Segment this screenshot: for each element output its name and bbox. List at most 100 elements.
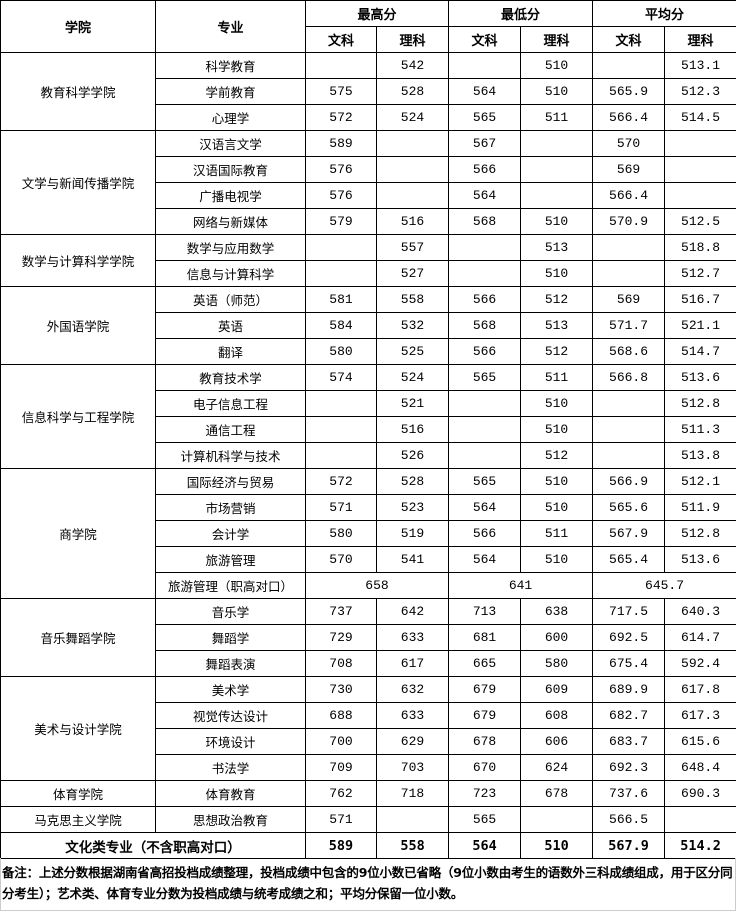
score-cell: 566.5	[592, 806, 666, 833]
score-cell: 523	[375, 494, 450, 521]
subheader-science: 理科	[375, 26, 450, 53]
score-cell: 580	[305, 338, 377, 365]
major-name: 教育技术学	[155, 364, 306, 391]
score-cell	[448, 390, 522, 417]
score-cell: 558	[375, 286, 450, 313]
score-cell: 692.5	[592, 624, 666, 651]
score-cell: 566.4	[592, 104, 666, 131]
score-cell: 614.7	[664, 624, 736, 651]
score-cell	[592, 52, 666, 79]
footnote: 备注：上述分数根据湖南省高招投档成绩整理，投档成绩中包含的9位小数已省略（9位小…	[2, 865, 733, 901]
total-score: 510	[520, 832, 594, 859]
score-cell: 557	[375, 234, 450, 261]
score-cell: 568.6	[592, 338, 666, 365]
score-cell: 679	[448, 676, 522, 703]
score-cell: 606	[520, 728, 594, 755]
score-cell: 729	[305, 624, 377, 651]
score-cell: 678	[448, 728, 522, 755]
major-name: 舞蹈表演	[155, 650, 306, 677]
table-row: 体育学院 体育教育 762 718 723 678 737.6 690.3	[0, 780, 736, 807]
score-cell: 512.7	[664, 260, 736, 287]
score-cell: 513.8	[664, 442, 736, 469]
score-cell: 527	[375, 260, 450, 287]
score-cell: 526	[375, 442, 450, 469]
score-cell	[375, 182, 450, 209]
score-cell: 641	[448, 572, 594, 599]
total-score: 514.2	[664, 832, 736, 859]
score-cell	[592, 442, 666, 469]
score-cell	[664, 806, 736, 833]
score-cell: 566.9	[592, 468, 666, 495]
college-name: 信息科学与工程学院	[0, 364, 156, 469]
score-cell: 580	[305, 520, 377, 547]
table-row: 翻译 580 525 566 512 568.6 514.7	[1, 338, 736, 365]
score-cell: 683.7	[592, 728, 666, 755]
score-cell: 513.6	[664, 546, 736, 573]
score-cell: 510	[520, 78, 594, 105]
major-name: 科学教育	[155, 52, 306, 79]
score-cell: 565.9	[592, 78, 666, 105]
table-row: 网络与新媒体 579 516 568 510 570.9 512.5	[1, 208, 736, 235]
score-cell: 709	[305, 754, 377, 781]
subheader-science: 理科	[520, 26, 594, 53]
score-cell	[305, 260, 377, 287]
college-name: 马克思主义学院	[0, 806, 156, 833]
score-cell: 521	[375, 390, 450, 417]
score-cell	[448, 260, 522, 287]
score-cell: 730	[305, 676, 377, 703]
table-row: 旅游管理 570 541 564 510 565.4 513.6	[1, 546, 736, 573]
major-name: 英语	[155, 312, 306, 339]
score-cell: 513	[520, 312, 594, 339]
college-name: 体育学院	[0, 780, 156, 807]
score-cell: 579	[305, 208, 377, 235]
table-row: 书法学 709 703 670 624 692.3 648.4	[1, 754, 736, 781]
score-cell	[592, 234, 666, 261]
score-cell	[448, 234, 522, 261]
score-cell: 737	[305, 598, 377, 625]
score-cell: 513.1	[664, 52, 736, 79]
major-name: 网络与新媒体	[155, 208, 306, 235]
score-cell: 575	[305, 78, 377, 105]
score-cell	[375, 806, 450, 833]
score-cell: 576	[305, 156, 377, 183]
score-cell: 762	[305, 780, 377, 807]
score-cell: 571.7	[592, 312, 666, 339]
score-cell: 513	[520, 234, 594, 261]
major-name: 英语（师范）	[155, 286, 306, 313]
score-cell: 512.8	[664, 390, 736, 417]
table-row: 广播电视学 576 564 566.4	[1, 182, 736, 209]
score-cell: 570	[592, 130, 666, 157]
score-cell: 580	[520, 650, 594, 677]
subheader-science: 理科	[664, 26, 736, 53]
score-cell: 584	[305, 312, 377, 339]
score-cell: 571	[305, 806, 377, 833]
score-cell: 510	[520, 208, 594, 235]
score-cell: 640.3	[664, 598, 736, 625]
table-row: 舞蹈表演 708 617 665 580 675.4 592.4	[1, 650, 736, 677]
table-row: 学前教育 575 528 564 510 565.9 512.3	[1, 78, 736, 105]
score-cell: 564	[448, 182, 522, 209]
major-name: 信息与计算科学	[155, 260, 306, 287]
score-cell: 617	[375, 650, 450, 677]
subheader-arts: 文科	[592, 26, 666, 53]
score-cell: 617.3	[664, 702, 736, 729]
score-cell	[592, 260, 666, 287]
table-row: 心理学 572 524 565 511 566.4 514.5	[1, 104, 736, 131]
score-cell: 512	[520, 286, 594, 313]
total-score: 564	[448, 832, 522, 859]
score-cell: 510	[520, 260, 594, 287]
score-cell: 510	[520, 494, 594, 521]
major-name: 市场营销	[155, 494, 306, 521]
score-cell: 510	[520, 416, 594, 443]
total-score: 589	[305, 832, 377, 859]
college-name: 数学与计算科学学院	[0, 234, 156, 287]
table-row: 会计学 580 519 566 511 567.9 512.8	[1, 520, 736, 547]
score-cell	[305, 416, 377, 443]
score-cell: 568	[448, 208, 522, 235]
score-cell: 700	[305, 728, 377, 755]
score-cell: 566.8	[592, 364, 666, 391]
total-row: 文化类专业（不含职高对口） 589 558 564 510 567.9 514.2	[0, 832, 736, 859]
score-cell	[305, 52, 377, 79]
score-cell: 525	[375, 338, 450, 365]
score-cell: 570.9	[592, 208, 666, 235]
